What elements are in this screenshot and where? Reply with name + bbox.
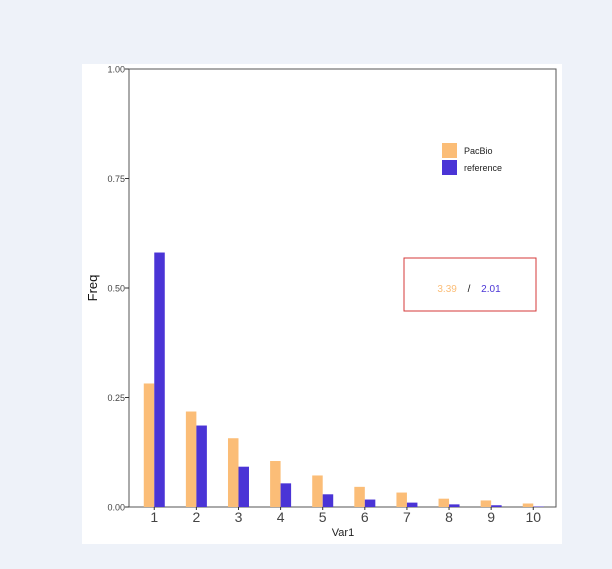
y-tick-label: 0.00 [107, 503, 125, 513]
x-tick-label-5: 5 [319, 509, 327, 525]
annotation-border [403, 257, 537, 312]
legend-label-reference: reference [464, 163, 502, 173]
x-axis-title: Var1 [332, 527, 354, 539]
annotation-box: 3.39 / 2.01 [403, 257, 537, 312]
y-tick-label: 1.00 [107, 65, 125, 75]
bar-pacbio-6 [354, 486, 365, 507]
bar-reference-1 [154, 252, 165, 507]
bar-reference-9 [491, 505, 502, 507]
x-tick-label-8: 8 [445, 509, 453, 525]
x-tick-label-4: 4 [277, 509, 285, 525]
y-tick-label: 0.25 [107, 393, 125, 403]
bar-reference-7 [406, 502, 418, 507]
bars-layer [143, 252, 544, 507]
annotation-text: 3.39 / 2.01 [437, 284, 501, 295]
y-tick-label: 0.75 [107, 174, 125, 184]
x-tick-label-7: 7 [403, 509, 411, 525]
y-axis-title: Freq [85, 275, 100, 302]
bar-pacbio-10 [522, 503, 534, 507]
bar-reference-4 [280, 483, 292, 507]
bar-pacbio-2 [185, 411, 197, 507]
bar-reference-2 [196, 425, 207, 507]
annotation-separator: / [468, 284, 471, 295]
x-tick-label-3: 3 [235, 509, 243, 525]
x-axis: 1 2 3 4 5 6 7 8 9 10 [150, 507, 541, 525]
bar-pacbio-1 [143, 383, 155, 507]
legend-label-pacbio: PacBio [464, 146, 493, 156]
bar-pacbio-9 [480, 500, 492, 507]
bar-pacbio-8 [438, 498, 450, 507]
x-tick-label-9: 9 [487, 509, 495, 525]
bar-reference-3 [238, 466, 249, 507]
x-tick-label-6: 6 [361, 509, 369, 525]
bar-pacbio-5 [312, 475, 323, 507]
bar-reference-6 [364, 499, 376, 507]
y-tick-label: 0.50 [107, 284, 125, 294]
bar-reference-8 [449, 504, 460, 507]
y-axis: 0.00 0.25 0.50 0.75 1.00 [107, 65, 129, 513]
bar-reference-5 [322, 494, 334, 507]
legend-swatch-pacbio [442, 143, 457, 158]
bar-pacbio-4 [270, 461, 281, 507]
legend: PacBio reference [442, 143, 502, 175]
x-tick-label-10: 10 [525, 509, 541, 525]
legend-swatch-reference [442, 160, 457, 175]
x-tick-label-2: 2 [192, 509, 200, 525]
bar-pacbio-3 [227, 438, 239, 507]
x-tick-label-1: 1 [150, 509, 158, 525]
annotation-right-value: 2.01 [481, 284, 501, 295]
annotation-left-value: 3.39 [437, 284, 457, 295]
bar-pacbio-7 [396, 492, 407, 507]
